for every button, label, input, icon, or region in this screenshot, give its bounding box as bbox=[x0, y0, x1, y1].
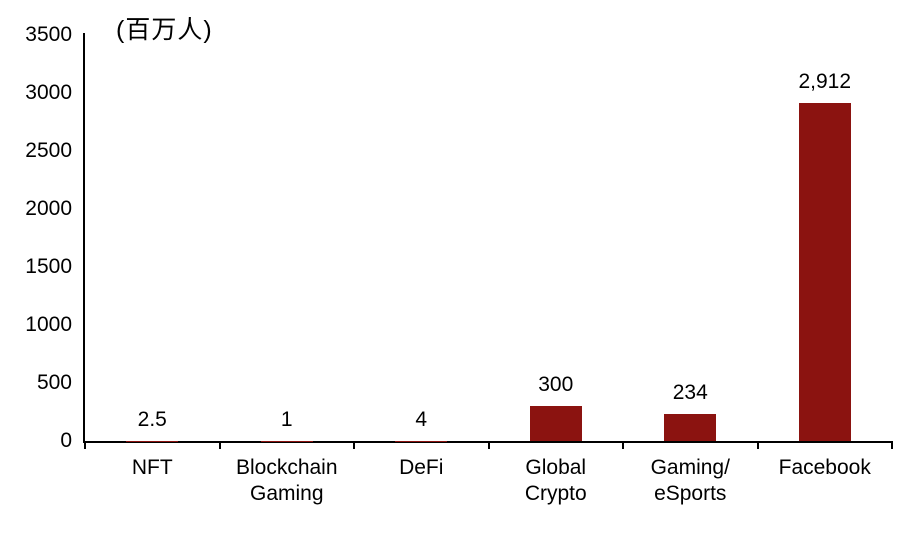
x-axis-tick-mark bbox=[891, 441, 893, 449]
x-axis-tick-mark bbox=[218, 441, 221, 449]
y-axis-tick-label: 500 bbox=[36, 371, 72, 394]
x-axis-category-label: Blockchain Gaming bbox=[235, 456, 338, 505]
chart-title: (百万人) bbox=[116, 16, 213, 44]
bar-facebook bbox=[798, 103, 851, 441]
x-axis-category-label: NFT bbox=[131, 456, 173, 479]
y-axis-tick-label: 3500 bbox=[25, 23, 72, 46]
x-axis-category-label: Facebook bbox=[778, 456, 871, 479]
bar-value-label: 1 bbox=[280, 407, 293, 431]
bar-value-label: 300 bbox=[538, 373, 574, 397]
bar-global-crypto bbox=[529, 406, 582, 441]
y-axis-tick-label: 1500 bbox=[25, 255, 72, 278]
y-axis-tick-label: 0 bbox=[60, 429, 72, 452]
x-axis-tick-mark bbox=[622, 441, 624, 449]
y-axis-tick-label: 1000 bbox=[25, 313, 72, 336]
bar-value-label: 234 bbox=[672, 380, 708, 404]
bar-gaming--esports bbox=[664, 413, 717, 441]
x-axis-category-label: Global Crypto bbox=[524, 456, 587, 505]
y-axis-tick-label: 2500 bbox=[25, 139, 72, 162]
bar-value-label: 2,912 bbox=[798, 70, 852, 94]
x-axis-category-label: DeFi bbox=[399, 456, 444, 479]
y-axis-tick-label: 2000 bbox=[25, 197, 72, 220]
y-axis-line bbox=[83, 33, 85, 441]
x-axis-tick-mark bbox=[353, 441, 355, 449]
x-axis-tick-mark bbox=[84, 441, 86, 449]
x-axis-category-label: Gaming/ eSports bbox=[650, 456, 730, 505]
x-axis-tick-mark bbox=[487, 441, 490, 449]
bar-value-label: 4 bbox=[415, 407, 428, 431]
x-axis-tick-mark bbox=[756, 441, 759, 449]
y-axis-tick-label: 3000 bbox=[25, 81, 72, 104]
bar-value-label: 2.5 bbox=[137, 407, 167, 431]
